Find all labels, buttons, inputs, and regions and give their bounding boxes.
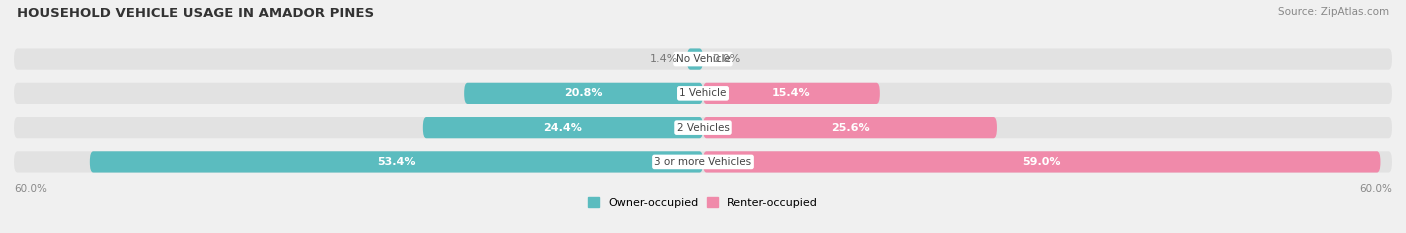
FancyBboxPatch shape <box>703 83 880 104</box>
Text: 3 or more Vehicles: 3 or more Vehicles <box>654 157 752 167</box>
Text: 60.0%: 60.0% <box>1360 184 1392 194</box>
Text: 53.4%: 53.4% <box>377 157 416 167</box>
Text: 25.6%: 25.6% <box>831 123 869 133</box>
Text: HOUSEHOLD VEHICLE USAGE IN AMADOR PINES: HOUSEHOLD VEHICLE USAGE IN AMADOR PINES <box>17 7 374 20</box>
Text: 15.4%: 15.4% <box>772 88 811 98</box>
Text: No Vehicle: No Vehicle <box>675 54 731 64</box>
Text: 59.0%: 59.0% <box>1022 157 1062 167</box>
Text: 20.8%: 20.8% <box>564 88 603 98</box>
Text: 1.4%: 1.4% <box>650 54 678 64</box>
FancyBboxPatch shape <box>703 117 997 138</box>
FancyBboxPatch shape <box>14 151 1392 173</box>
FancyBboxPatch shape <box>688 48 703 70</box>
Text: 2 Vehicles: 2 Vehicles <box>676 123 730 133</box>
FancyBboxPatch shape <box>464 83 703 104</box>
Text: 1 Vehicle: 1 Vehicle <box>679 88 727 98</box>
Legend: Owner-occupied, Renter-occupied: Owner-occupied, Renter-occupied <box>583 193 823 212</box>
FancyBboxPatch shape <box>423 117 703 138</box>
Text: 60.0%: 60.0% <box>14 184 46 194</box>
Text: 0.0%: 0.0% <box>713 54 741 64</box>
FancyBboxPatch shape <box>14 83 1392 104</box>
Text: 24.4%: 24.4% <box>544 123 582 133</box>
FancyBboxPatch shape <box>90 151 703 173</box>
Text: Source: ZipAtlas.com: Source: ZipAtlas.com <box>1278 7 1389 17</box>
FancyBboxPatch shape <box>14 48 1392 70</box>
FancyBboxPatch shape <box>703 151 1381 173</box>
FancyBboxPatch shape <box>14 117 1392 138</box>
